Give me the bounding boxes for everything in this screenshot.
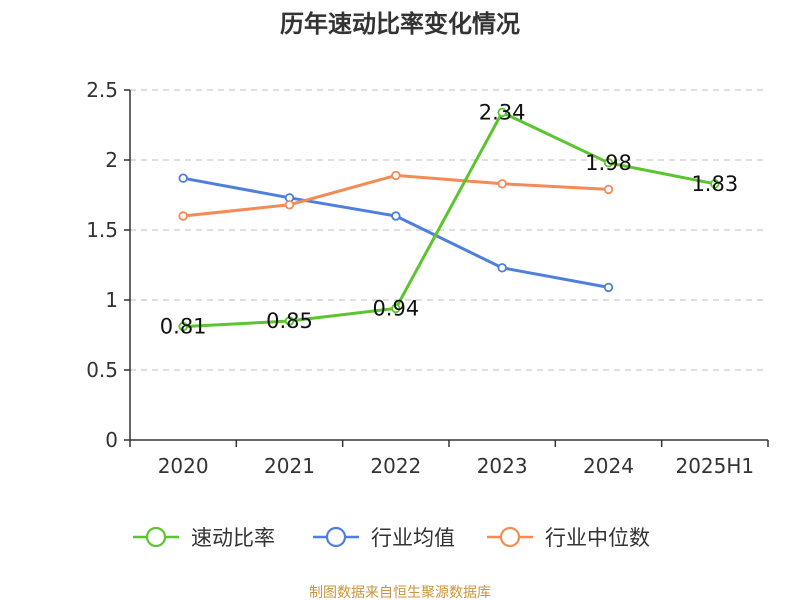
data-point[interactable] bbox=[178, 211, 188, 221]
data-point[interactable] bbox=[391, 170, 401, 181]
series-group bbox=[178, 107, 720, 332]
series-line-1 bbox=[182, 176, 609, 289]
y-tick-label: 1 bbox=[105, 288, 118, 312]
x-tick-label: 2022 bbox=[370, 454, 421, 478]
data-label: 1.98 bbox=[585, 151, 632, 175]
data-point[interactable] bbox=[497, 179, 507, 189]
data-point[interactable] bbox=[391, 211, 401, 221]
data-label: 0.85 bbox=[266, 309, 313, 333]
x-tick-label: 2021 bbox=[264, 454, 315, 478]
legend-label: 速动比率 bbox=[191, 526, 275, 550]
legend-item[interactable]: 速动比率 bbox=[133, 526, 275, 550]
grid bbox=[130, 89, 768, 371]
x-tick-label: 2025H1 bbox=[675, 454, 754, 478]
y-tick-label: 0 bbox=[105, 428, 118, 452]
data-label: 0.81 bbox=[160, 315, 207, 339]
x-tick-label: 2020 bbox=[158, 454, 209, 478]
data-point[interactable] bbox=[603, 184, 614, 195]
data-point[interactable] bbox=[497, 107, 507, 118]
data-point[interactable] bbox=[497, 263, 507, 273]
source-note: 制图数据来自恒生聚源数据库 bbox=[309, 585, 491, 600]
data-point[interactable] bbox=[178, 173, 188, 183]
data-point[interactable] bbox=[178, 321, 188, 332]
axes: 0 0.5 1 1.5 2 2.5 2020 2021 2022 2023 2024 2025H1 bbox=[86, 78, 769, 478]
y-tick-label: 2.5 bbox=[86, 78, 118, 102]
legend-label: 行业均值 bbox=[371, 526, 455, 550]
legend-marker bbox=[499, 526, 521, 548]
data-point[interactable] bbox=[603, 158, 614, 168]
data-label: 2.34 bbox=[479, 100, 526, 124]
series-line-2 bbox=[183, 173, 609, 218]
data-point[interactable] bbox=[710, 179, 720, 189]
legend-marker bbox=[145, 526, 167, 548]
data-label: 0.94 bbox=[372, 296, 419, 320]
x-tick-label: 2024 bbox=[583, 454, 634, 478]
legend-item[interactable]: 行业均值 bbox=[313, 526, 455, 550]
legend-item[interactable]: 行业中位数 bbox=[487, 526, 650, 550]
data-point[interactable] bbox=[284, 316, 295, 326]
legend-label: 行业中位数 bbox=[545, 526, 650, 550]
x-tick-label: 2023 bbox=[477, 454, 528, 478]
legend-marker bbox=[325, 526, 347, 548]
y-tick-label: 0.5 bbox=[86, 358, 118, 382]
data-point[interactable] bbox=[603, 282, 614, 293]
legend[interactable]: 速动比率 行业均值 行业中位数 bbox=[133, 526, 650, 550]
series-line-0 bbox=[183, 110, 716, 329]
y-tick-label: 1.5 bbox=[86, 218, 118, 242]
data-point[interactable] bbox=[391, 303, 401, 314]
data-point[interactable] bbox=[284, 200, 295, 210]
chart-title: 历年速动比率变化情况 bbox=[280, 10, 520, 38]
data-label: 1.83 bbox=[691, 172, 738, 196]
y-tick-label: 2 bbox=[105, 148, 118, 172]
data-labels: 0.81 0.85 0.94 2.34 1.98 1.83 bbox=[160, 100, 738, 338]
